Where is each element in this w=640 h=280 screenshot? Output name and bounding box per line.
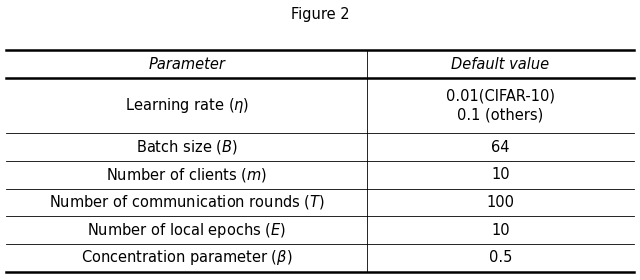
Text: Learning rate ($\eta$): Learning rate ($\eta$) (125, 96, 249, 115)
Text: Number of local epochs ($E$): Number of local epochs ($E$) (87, 221, 286, 240)
Text: 100: 100 (486, 195, 515, 210)
Text: 64: 64 (491, 140, 509, 155)
Text: Batch size ($B$): Batch size ($B$) (136, 138, 237, 156)
Text: 0.01(CIFAR-10)
0.1 (others): 0.01(CIFAR-10) 0.1 (others) (446, 89, 555, 123)
Text: Number of clients ($m$): Number of clients ($m$) (106, 166, 267, 184)
Text: Concentration parameter ($\beta$): Concentration parameter ($\beta$) (81, 248, 292, 267)
Text: Figure 2: Figure 2 (291, 7, 349, 22)
Text: 0.5: 0.5 (488, 250, 512, 265)
Text: 10: 10 (491, 223, 509, 238)
Text: Default value: Default value (451, 57, 549, 72)
Text: Parameter: Parameter (148, 57, 225, 72)
Text: 10: 10 (491, 167, 509, 182)
Text: Number of communication rounds ($T$): Number of communication rounds ($T$) (49, 193, 324, 211)
